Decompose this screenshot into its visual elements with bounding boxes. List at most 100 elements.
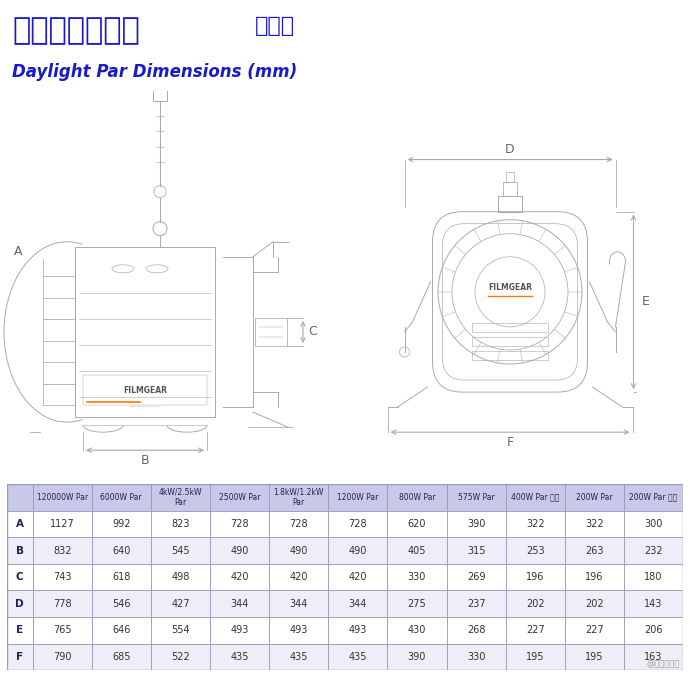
Text: 800W Par: 800W Par <box>399 493 435 502</box>
Text: 163: 163 <box>644 652 662 662</box>
Text: 728: 728 <box>348 519 367 529</box>
Text: 620: 620 <box>408 519 426 529</box>
Text: 545: 545 <box>171 546 190 556</box>
Text: 430: 430 <box>408 626 426 635</box>
Bar <box>387 644 446 670</box>
Text: 2500W Par: 2500W Par <box>219 493 260 502</box>
Bar <box>624 538 683 564</box>
Bar <box>446 590 506 617</box>
Bar <box>269 590 328 617</box>
Bar <box>210 510 269 538</box>
Text: D: D <box>15 598 24 609</box>
Bar <box>32 617 92 644</box>
Bar <box>7 590 32 617</box>
Text: @影视工业网: @影视工业网 <box>647 659 680 668</box>
Bar <box>32 484 92 510</box>
Bar <box>83 375 207 405</box>
Text: 195: 195 <box>526 652 544 662</box>
Text: 400W Par 小型: 400W Par 小型 <box>511 493 560 502</box>
Bar <box>269 538 328 564</box>
Text: 330: 330 <box>467 652 485 662</box>
Text: 493: 493 <box>348 626 367 635</box>
Bar <box>565 590 624 617</box>
Text: 322: 322 <box>526 519 544 529</box>
Bar <box>506 171 514 181</box>
Text: 6000W Par: 6000W Par <box>101 493 142 502</box>
Text: 420: 420 <box>290 572 308 582</box>
Text: 315: 315 <box>467 546 485 556</box>
Bar <box>328 644 387 670</box>
Bar <box>151 644 210 670</box>
Bar <box>210 538 269 564</box>
Text: F: F <box>16 652 23 662</box>
Bar <box>446 617 506 644</box>
Text: 120000W Par: 120000W Par <box>37 493 88 502</box>
Text: 200W Par 小型: 200W Par 小型 <box>629 493 678 502</box>
Bar <box>92 644 151 670</box>
Bar <box>387 484 446 510</box>
Bar <box>32 564 92 590</box>
Bar <box>387 538 446 564</box>
Bar <box>472 337 548 346</box>
Bar <box>32 510 92 538</box>
Text: 390: 390 <box>408 652 426 662</box>
Text: 743: 743 <box>53 572 71 582</box>
Bar <box>506 564 565 590</box>
Text: 180: 180 <box>644 572 662 582</box>
Text: 522: 522 <box>171 652 190 662</box>
Text: 200W Par: 200W Par <box>576 493 613 502</box>
Text: 196: 196 <box>585 572 604 582</box>
Bar <box>446 510 506 538</box>
Bar <box>328 484 387 510</box>
Text: 728: 728 <box>230 519 249 529</box>
Bar <box>210 644 269 670</box>
Bar <box>446 538 506 564</box>
Bar <box>506 538 565 564</box>
Text: 344: 344 <box>348 598 367 609</box>
Bar <box>503 181 517 196</box>
Text: 237: 237 <box>467 598 486 609</box>
Text: 1.8kW/1.2kW
Par: 1.8kW/1.2kW Par <box>273 488 324 507</box>
Text: 832: 832 <box>53 546 71 556</box>
Bar <box>624 644 683 670</box>
Bar <box>156 71 164 79</box>
Text: 490: 490 <box>290 546 308 556</box>
Bar <box>210 617 269 644</box>
Bar <box>7 564 32 590</box>
Text: 195: 195 <box>585 652 604 662</box>
Bar <box>328 538 387 564</box>
Text: 4kW/2.5kW
Par: 4kW/2.5kW Par <box>159 488 202 507</box>
Text: 227: 227 <box>585 626 604 635</box>
Text: 728: 728 <box>289 519 308 529</box>
Text: 778: 778 <box>53 598 72 609</box>
Bar <box>387 564 446 590</box>
Text: 268: 268 <box>467 626 485 635</box>
Bar <box>269 510 328 538</box>
Text: A: A <box>14 245 22 258</box>
Bar <box>151 484 210 510</box>
Bar <box>506 644 565 670</box>
Bar <box>328 617 387 644</box>
Bar <box>151 590 210 617</box>
Bar <box>387 617 446 644</box>
Text: 202: 202 <box>526 598 544 609</box>
Bar <box>506 510 565 538</box>
Bar <box>7 484 32 510</box>
Text: 765: 765 <box>53 626 72 635</box>
Text: 685: 685 <box>112 652 130 662</box>
Text: Daylight Par Dimensions (mm): Daylight Par Dimensions (mm) <box>12 63 297 81</box>
Bar <box>92 510 151 538</box>
Text: 575W Par: 575W Par <box>457 493 495 502</box>
Text: D: D <box>505 143 515 156</box>
Bar <box>624 590 683 617</box>
Bar <box>7 538 32 564</box>
Text: 275: 275 <box>408 598 426 609</box>
Bar <box>92 564 151 590</box>
Text: 390: 390 <box>467 519 485 529</box>
Text: 640: 640 <box>112 546 130 556</box>
Text: 206: 206 <box>644 626 663 635</box>
Bar <box>387 510 446 538</box>
Text: 790: 790 <box>53 652 71 662</box>
Bar <box>624 484 683 510</box>
Bar <box>92 538 151 564</box>
